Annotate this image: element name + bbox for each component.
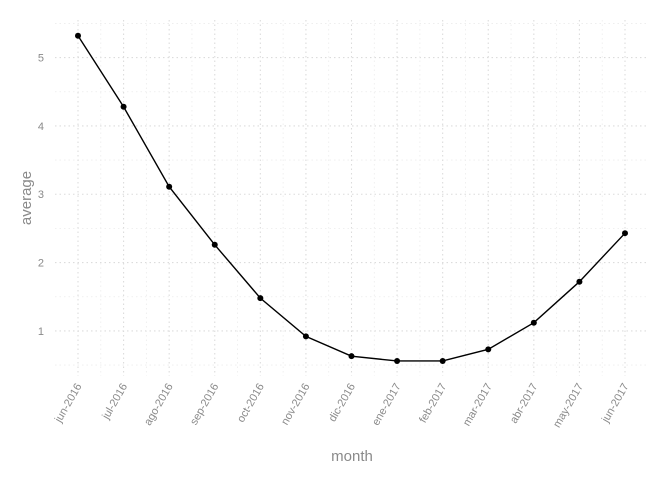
data-point [439,357,446,364]
grid [55,20,648,376]
data-point [530,319,537,326]
series-line [77,35,626,362]
x-tick-label: jul-2016 [100,382,130,423]
data-point [394,357,401,364]
x-axis-title: month [331,448,373,465]
data-point [120,103,127,110]
y-tick-label: 5 [38,53,44,65]
y-axis-title: average [18,171,35,225]
data-point [75,32,81,39]
y-axis-ticks: 1 2 3 4 5 [38,53,44,338]
data-point [257,295,264,302]
x-tick-label: dic-2016 [327,382,358,425]
data-points [75,32,628,364]
x-tick-label: nov-2016 [279,382,312,428]
y-tick-label: 1 [38,326,44,338]
data-point [211,241,218,248]
x-tick-label: feb-2017 [417,382,449,426]
x-tick-label: abr-2017 [508,382,540,426]
x-tick-label: ago-2016 [142,382,176,428]
x-tick-label: sep-2016 [188,382,221,428]
data-point [485,346,492,353]
data-point [302,333,309,340]
x-tick-label: jun-2017 [599,382,631,426]
data-point [576,278,583,285]
x-tick-label: mar-2017 [461,382,495,429]
y-tick-label: 4 [38,121,44,133]
x-tick-label: ene-2017 [370,382,404,428]
x-tick-label: jun-2016 [52,382,84,426]
x-tick-label: oct-2016 [235,382,267,425]
x-axis-ticks: jun-2016 jul-2016 ago-2016 sep-2016 oct-2016… [52,382,631,430]
y-tick-label: 3 [38,189,44,201]
data-point [622,230,628,237]
y-tick-label: 2 [38,258,44,270]
data-point [348,353,355,360]
data-point [166,183,173,190]
x-tick-label: may-2017 [551,382,586,430]
